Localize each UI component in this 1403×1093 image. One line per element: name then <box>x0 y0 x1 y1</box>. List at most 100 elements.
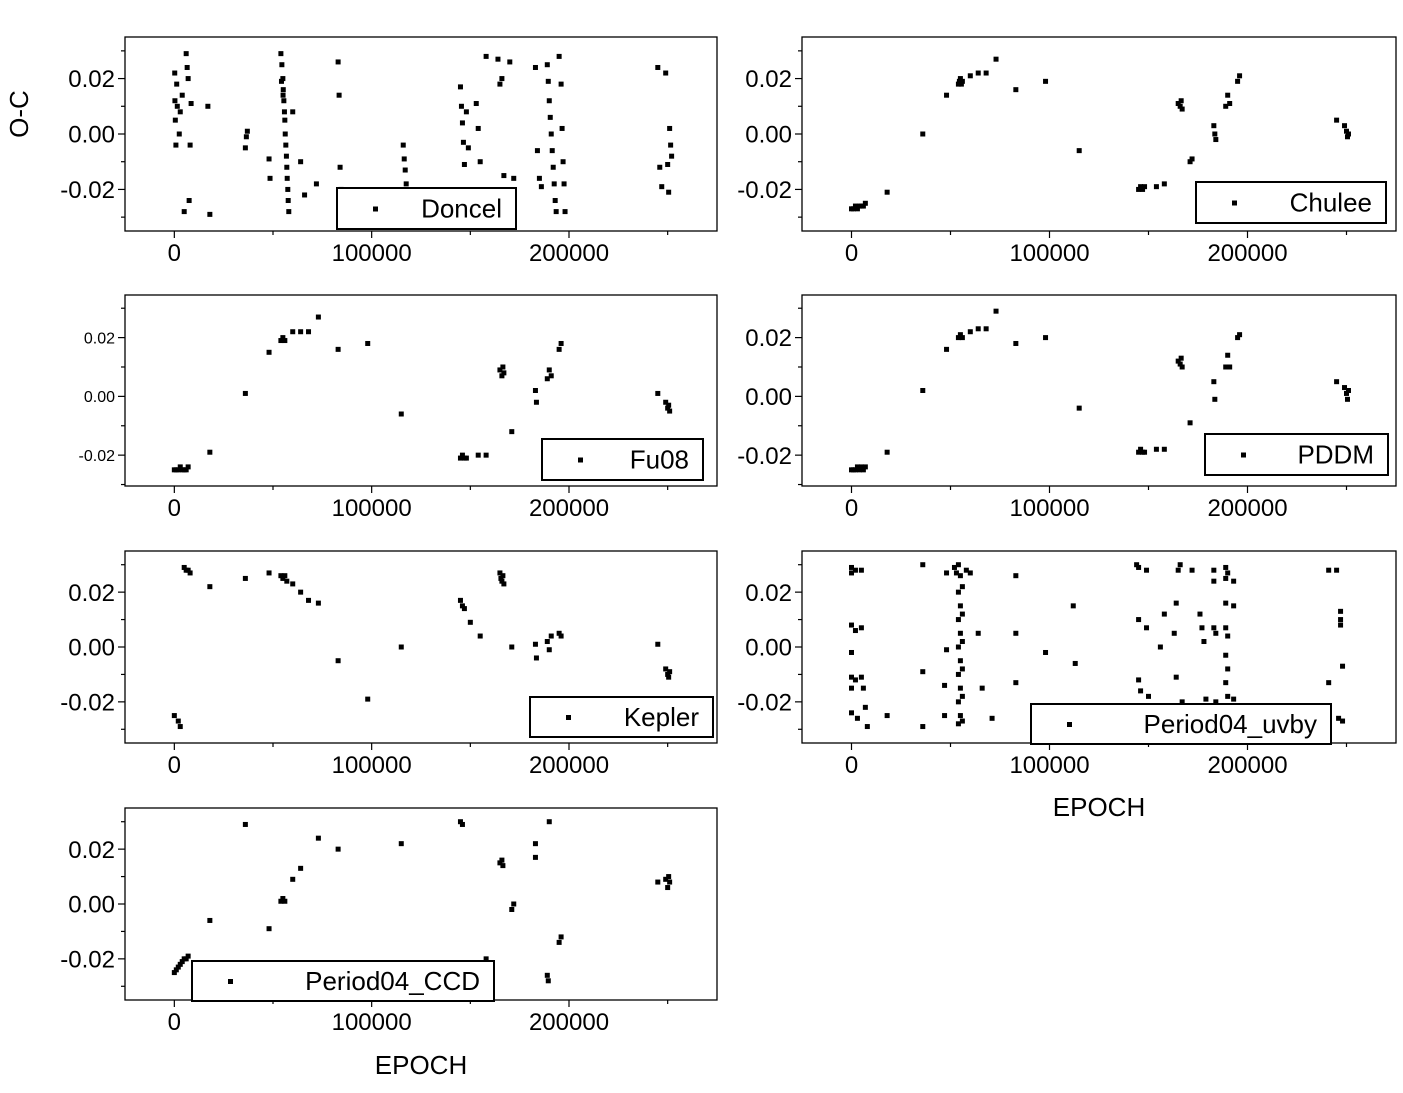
data-point <box>979 685 985 691</box>
data-point <box>663 399 669 405</box>
legend: Doncel <box>336 187 517 230</box>
data-point <box>1187 420 1193 426</box>
data-point <box>475 452 481 458</box>
y-tick-label: 0.00 <box>84 389 115 406</box>
data-point <box>398 644 404 650</box>
data-point <box>944 647 950 653</box>
data-point <box>315 835 321 841</box>
data-point <box>967 73 973 79</box>
data-point <box>459 452 465 458</box>
data-point <box>500 573 506 579</box>
data-point <box>179 959 185 965</box>
data-point <box>666 874 672 880</box>
data-point <box>280 92 286 98</box>
data-point <box>1342 123 1348 129</box>
data-point <box>315 600 321 606</box>
data-point <box>1076 148 1082 154</box>
legend-label: PDDM <box>1297 440 1374 470</box>
data-point <box>267 175 273 181</box>
data-point <box>398 411 404 417</box>
data-point <box>1179 699 1185 705</box>
data-point <box>1235 78 1241 84</box>
y-tick-label: 0.00 <box>745 635 792 662</box>
legend: Fu08 <box>541 438 704 481</box>
data-point <box>280 335 286 341</box>
data-point <box>181 564 187 570</box>
data-point <box>920 562 926 568</box>
data-point <box>290 329 296 335</box>
panel-pddm: 0 100000 200000 0.02 0.00 -0.02 PDDM <box>737 294 1397 522</box>
x-tick-label: 0 <box>845 240 858 267</box>
data-point <box>858 464 864 470</box>
legend: Period04_uvby <box>1030 703 1332 745</box>
data-point <box>1344 390 1349 396</box>
data-point <box>983 70 989 76</box>
data-point <box>533 655 539 661</box>
y-tick-label: 0.02 <box>745 66 792 93</box>
x-axis-label: EPOCH <box>375 1050 467 1080</box>
data-point <box>1211 578 1217 584</box>
data-point <box>279 62 285 68</box>
data-point <box>1178 355 1184 361</box>
data-point <box>1212 396 1218 402</box>
data-point <box>533 399 539 405</box>
data-point <box>177 961 183 967</box>
data-point <box>544 972 550 978</box>
data-point <box>183 467 189 473</box>
y-tick-label: 0.00 <box>68 122 115 149</box>
data-point <box>463 455 469 461</box>
data-point <box>955 644 961 650</box>
data-point <box>975 70 981 76</box>
data-point <box>1225 666 1231 672</box>
data-point <box>1140 186 1146 192</box>
data-point <box>183 51 189 57</box>
legend-box <box>191 960 495 1002</box>
y-tick-label: 0.02 <box>68 837 115 864</box>
data-point <box>1157 644 1163 650</box>
data-point <box>975 630 981 636</box>
data-point <box>1161 446 1167 452</box>
data-point <box>1179 106 1185 112</box>
x-tick-label: 0 <box>168 240 181 267</box>
data-point <box>532 64 538 70</box>
data-point <box>983 326 989 332</box>
data-point <box>1344 134 1350 140</box>
x-tick-label: 100000 <box>332 752 412 779</box>
data-point <box>667 879 673 885</box>
legend-label: Chulee <box>1290 188 1372 218</box>
data-point <box>958 81 964 87</box>
data-point <box>552 198 558 204</box>
data-point <box>497 860 503 866</box>
data-point <box>185 464 191 470</box>
data-point <box>177 724 183 730</box>
data-point <box>284 164 290 170</box>
data-point <box>963 567 969 573</box>
data-point <box>242 145 248 151</box>
data-points <box>172 51 675 217</box>
data-point <box>862 464 868 470</box>
legend: Period04_CCD <box>191 960 495 1002</box>
data-point <box>1136 677 1142 683</box>
x-tick-label: 200000 <box>1207 752 1287 779</box>
y-tick-label: 0.00 <box>68 892 115 919</box>
data-point <box>655 641 661 647</box>
data-point <box>509 644 515 650</box>
data-point <box>993 308 999 314</box>
data-point <box>280 76 286 82</box>
data-point <box>473 101 479 107</box>
data-point <box>920 388 926 393</box>
data-point <box>497 570 503 576</box>
data-point <box>955 617 961 623</box>
data-point <box>298 329 304 335</box>
data-point <box>483 53 489 59</box>
data-point <box>1211 123 1217 129</box>
data-point <box>187 570 193 576</box>
data-point <box>668 142 674 148</box>
data-point <box>1189 567 1195 573</box>
data-point <box>1175 567 1181 573</box>
data-point <box>1223 103 1229 109</box>
data-point <box>1013 680 1019 686</box>
data-points <box>849 56 1351 212</box>
data-point <box>920 724 926 730</box>
data-point <box>955 699 961 705</box>
